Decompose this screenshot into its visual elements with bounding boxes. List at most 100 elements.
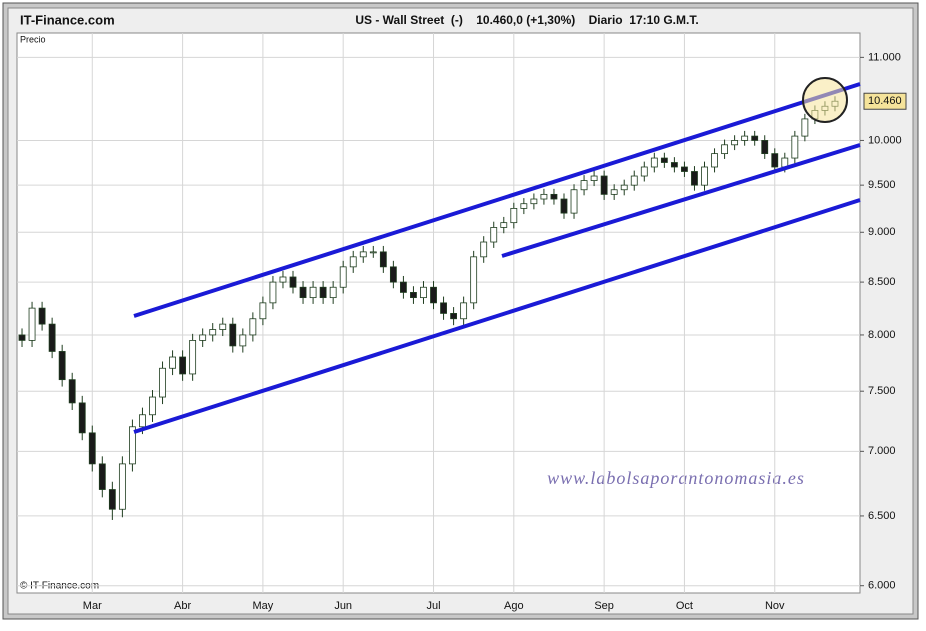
x-tick-label: Nov (765, 600, 785, 612)
y-tick-label: 8.000 (868, 329, 896, 341)
candle-body (289, 276, 297, 288)
candle-body (600, 175, 608, 195)
candle-body (721, 144, 728, 155)
candle-body (490, 227, 498, 243)
candle-body (670, 162, 678, 168)
y-tick-label: 7.000 (868, 445, 896, 457)
x-tick-label: Oct (676, 600, 693, 612)
x-tick-label: Ago (504, 600, 524, 612)
candle-body (450, 313, 458, 320)
candle-body (801, 118, 809, 137)
y-label: Precio (20, 34, 46, 44)
candle-body (389, 266, 397, 283)
candle-body (711, 153, 718, 168)
candle-body (359, 251, 367, 258)
y-tick-label: 7.500 (868, 385, 896, 397)
y-tick-label: 6.000 (868, 580, 896, 592)
candle-body (640, 166, 648, 177)
plot-area (16, 32, 861, 594)
candle-body (179, 356, 187, 375)
y-tick-label: 11.000 (868, 51, 901, 63)
candle-body (118, 463, 126, 510)
x-tick-label: Sep (594, 600, 614, 612)
candle-body (761, 140, 769, 155)
x-tick-label: Jul (426, 600, 440, 612)
candle-body (249, 318, 257, 336)
candle-body (731, 140, 739, 146)
candle-body (480, 241, 488, 258)
candle-body (259, 302, 267, 320)
candle-body (650, 157, 658, 168)
candle-body (520, 203, 528, 209)
candle-body (88, 432, 96, 465)
candle-body (500, 222, 508, 228)
candle-body (199, 334, 207, 341)
candle-body (681, 166, 688, 172)
candle-body (510, 207, 518, 224)
candle-body (560, 198, 568, 214)
candle-body (269, 281, 277, 304)
candle-body (229, 323, 237, 347)
candle-body (159, 367, 166, 398)
candle-body (771, 153, 779, 168)
candle-body (430, 286, 437, 304)
candle-body (189, 340, 197, 375)
channel-upper (133, 82, 861, 318)
x-tick-label: May (253, 600, 274, 612)
candle-body (18, 334, 26, 341)
candle-body (420, 286, 427, 299)
candle-body (68, 379, 76, 404)
candle-body (570, 189, 578, 214)
candle-body (48, 323, 56, 352)
candle-body (279, 276, 287, 283)
candle-body (791, 135, 799, 159)
candle-body (530, 198, 538, 205)
candle-body (28, 307, 36, 341)
candle-body (660, 157, 668, 163)
brand: IT-Finance.com (20, 12, 115, 27)
candle-body (309, 286, 317, 299)
header-title: US - Wall Street (-) 10.460,0 (+1,30%) D… (355, 13, 698, 27)
y-tick-label: 9.000 (868, 226, 896, 238)
candle-body (550, 193, 558, 200)
y-tick-label: 9.500 (868, 179, 896, 191)
candle-body (620, 184, 628, 191)
candle-body (108, 489, 116, 510)
y-tick-label: 6.500 (868, 510, 896, 522)
candle-body (460, 302, 468, 320)
candle-body (691, 171, 698, 186)
candle-body (98, 463, 106, 490)
candle-body (78, 402, 86, 434)
candle-body (610, 189, 618, 195)
x-tick-label: Jun (334, 600, 352, 612)
candle-body (630, 175, 638, 186)
candle-body (580, 180, 588, 191)
candle-body (369, 251, 377, 254)
y-tick-label: 8.500 (868, 276, 896, 288)
marks (17, 33, 860, 593)
candle-body (410, 292, 417, 299)
candle-body (169, 356, 176, 369)
last-price-label: 10.460 (868, 95, 902, 107)
candle-body (741, 135, 749, 141)
candle-body (470, 256, 478, 304)
candle-body (239, 334, 247, 347)
candle-body (349, 256, 357, 268)
candle-body (701, 166, 708, 186)
channel-middle (501, 143, 861, 258)
candle-body (319, 286, 327, 299)
candle-body (339, 266, 347, 288)
x-tick-label: Abr (174, 600, 191, 612)
candle-body (299, 286, 307, 299)
candle-body (139, 414, 146, 428)
channel-lower (133, 198, 861, 434)
candle-body (399, 281, 407, 293)
candle-body (751, 135, 759, 141)
candle-body (440, 302, 447, 314)
candle-body (129, 426, 136, 465)
candle-body (219, 323, 227, 330)
y-tick-label: 10.000 (868, 134, 902, 146)
candle-body (540, 193, 548, 200)
x-tick-label: Mar (83, 600, 102, 612)
